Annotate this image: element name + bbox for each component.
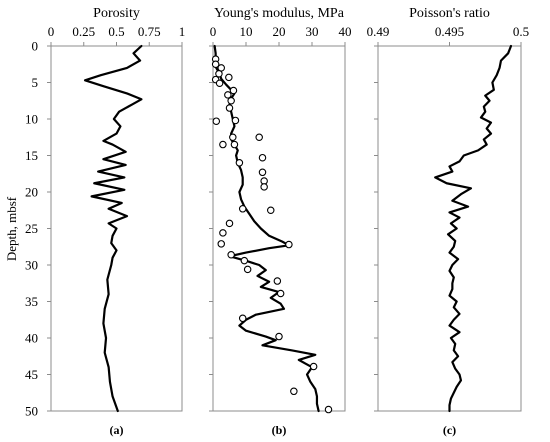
data-point [238,314,247,323]
x-tick-label: 0.25 [72,24,95,39]
depth-tick-label: 40 [25,331,38,346]
data-point [211,60,220,68]
panel-a: Porosity 0 0.25 0.5 0.75 1 (a) [47,6,185,437]
depth-tick-label: 45 [25,367,38,382]
x-tick-label: 40 [339,24,352,39]
series-line [83,44,143,413]
panel-label: (a) [110,423,124,437]
data-point [227,251,235,259]
data-point [258,168,267,177]
depth-tick-label: 35 [25,294,38,309]
data-point [212,117,221,125]
data-point [225,73,233,82]
panel-title: Porosity [93,6,140,21]
data-point [255,133,263,142]
panel-label: (b) [272,423,287,437]
data-point [235,159,244,167]
depth-tick-label: 5 [32,75,39,90]
depth-tick-label: 15 [25,148,38,163]
data-point [324,405,333,414]
data-point [225,219,234,228]
depth-tick-label: 50 [25,404,38,419]
panel-title: Poisson's ratio [409,6,490,21]
panel-title: Young's modulus, MPa [214,6,345,21]
data-point [219,229,227,237]
depth-tick-labels: 0 5 10 15 20 25 30 35 40 45 50 [25,39,38,419]
depth-tick-label: 30 [25,258,38,273]
data-point [224,91,232,99]
data-point [215,69,223,78]
series-line [434,44,513,413]
x-tick-label: 10 [240,24,253,39]
data-point [243,265,252,274]
data-point [258,153,267,162]
data-point [229,86,238,95]
depth-tick-label: 20 [25,185,38,200]
panel-label: (c) [443,423,456,437]
marker-group [211,55,333,414]
x-tick-label: 30 [306,24,319,39]
data-point [215,79,224,87]
x-tick-label: 20 [273,24,286,39]
data-point [227,97,235,105]
data-point [273,277,282,285]
data-point [285,240,293,249]
data-point [219,140,227,149]
depth-tick-label: 25 [25,221,38,236]
x-tick-label: 0.49 [367,24,390,39]
x-tick-label: 0 [210,24,217,39]
data-point [266,206,275,215]
x-tick-label: 1 [179,24,186,39]
x-tick-label: 0.5 [108,24,124,39]
data-point [229,133,237,142]
data-point [240,256,249,265]
data-point [225,104,234,112]
x-tick-label: 0.495 [435,24,464,39]
depth-tick-label: 10 [25,112,38,127]
x-tick-label: 0.75 [138,24,161,39]
data-point [275,332,283,341]
depth-axis-label: Depth, mbsf [4,196,19,261]
depth-tick-label: 0 [32,39,39,54]
x-tick-label: 0 [48,24,55,39]
panel-b: Young's modulus, MPa 0 10 20 30 40 (b) [209,6,352,437]
data-point [217,240,226,248]
panel-c: Poisson's ratio 0.49 0.495 0.5 (c) [367,6,530,437]
panel-frame [377,45,522,412]
data-point [276,289,285,298]
data-point [309,362,318,371]
log-panels: Porosity 0 0.25 0.5 0.75 1 (a) Young's modulus,… [47,6,529,437]
data-point [238,205,247,213]
data-point [230,140,239,149]
data-point [260,183,268,191]
data-point [290,387,298,396]
x-tick-label: 0.5 [513,24,529,39]
data-point [231,116,240,125]
